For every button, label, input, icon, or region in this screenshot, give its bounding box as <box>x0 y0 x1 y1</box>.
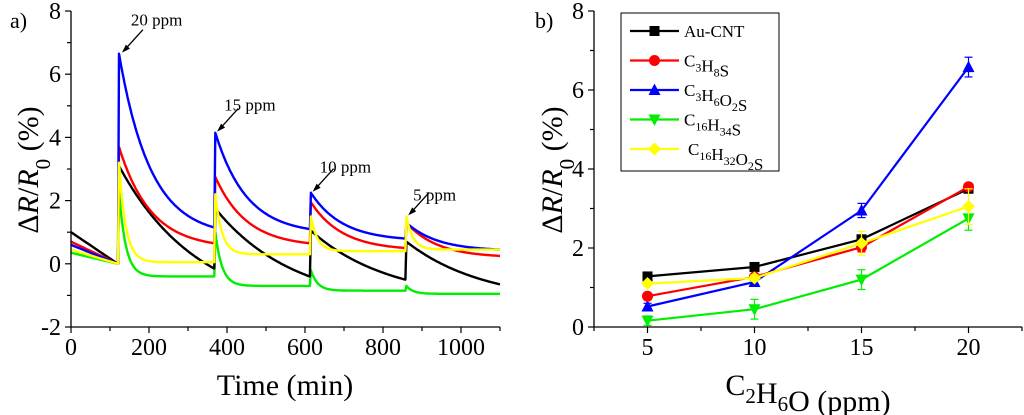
panel-b-x-tick-label: 20 <box>957 335 981 361</box>
panel-a-series-c16h32o2s <box>70 161 501 265</box>
data-point-marker <box>642 290 653 302</box>
panel-a-x-axis-title: Time (min) <box>217 369 353 402</box>
panel-a-x-tick-label: 600 <box>287 335 323 361</box>
legend-label: Au-CNT <box>684 22 745 41</box>
data-point-marker <box>748 271 761 285</box>
panel-a-series-c16h34s <box>70 189 501 295</box>
annotation-label: 20 ppm <box>131 11 182 30</box>
data-point-marker <box>963 181 974 193</box>
data-point-marker <box>855 236 868 250</box>
panel-b-y-tick-label: 8 <box>572 0 584 25</box>
legend-label: C16H34S <box>684 111 741 140</box>
arrow-head-icon <box>312 183 321 192</box>
series-line <box>647 66 970 308</box>
legend-label: C3H8S <box>684 52 729 81</box>
panel-b-x-tick-label: 10 <box>743 335 767 361</box>
data-point-marker <box>855 274 868 287</box>
panel-b-series <box>641 56 975 328</box>
annotation-label: 5 ppm <box>413 185 456 204</box>
panel-a-annotations: 20 ppm 15 ppm 10 ppm 5 ppm <box>121 11 456 216</box>
series-line <box>647 185 970 298</box>
panel-a-series-au-cnt <box>70 164 501 286</box>
legend-item: C16H34S <box>630 111 741 140</box>
panel-b-series-c3h6o2s <box>641 56 975 312</box>
legend-marker-icon <box>649 26 660 36</box>
panel-b-x-tick-label: 5 <box>642 335 654 361</box>
panel-a-curves <box>70 52 501 295</box>
panel-a-x-tick-label: 800 <box>365 335 401 361</box>
arrow-head-icon <box>408 207 417 216</box>
panel-a-x-tick-label: 1000 <box>437 335 485 361</box>
panel-a-label: a) <box>10 8 27 33</box>
panel-a-x-tick-label: 200 <box>131 335 167 361</box>
data-point-marker <box>641 277 654 291</box>
data-point-marker <box>641 315 654 328</box>
panel-b-y-tick-label: 6 <box>572 78 584 104</box>
annotation-label: 15 ppm <box>224 96 275 115</box>
legend-marker-icon <box>649 55 660 66</box>
panel-b-series-c16h34s <box>641 205 975 328</box>
data-point-marker <box>642 271 653 282</box>
panel-b-concentration-response: b) 5 10 15 20 0 2 4 6 8 Au-CNT C3H8SC3H6O2SC16H34… <box>535 0 1023 415</box>
panel-b-y-tick-label: 2 <box>572 236 584 262</box>
arrow-head-icon <box>121 44 130 53</box>
data-point-marker <box>748 304 761 316</box>
series-line <box>647 205 969 285</box>
panel-a-y-tick-label: -2 <box>41 315 61 341</box>
legend-item: Au-CNT <box>630 22 745 41</box>
panel-b-series-c3h8s <box>642 181 974 302</box>
data-point-marker <box>962 60 975 73</box>
panel-b-series-c16h32o2s <box>641 188 975 291</box>
legend-item: C3H8S <box>630 52 729 81</box>
legend-box <box>620 12 780 172</box>
panel-a-y-tick-label: 4 <box>49 125 61 151</box>
panel-b-y-axis-title: ΔR/R0 (%) <box>536 106 579 233</box>
panel-a-y-tick-label: 6 <box>49 62 61 88</box>
panel-a-y-axis-title: ΔR/R0 (%) <box>12 106 55 233</box>
data-point-marker <box>749 261 760 272</box>
panel-a-y-tick-label: 2 <box>49 189 61 215</box>
panel-b-y-tick-label: 0 <box>572 315 584 341</box>
data-point-marker <box>962 200 975 214</box>
panel-a-y-tick-label: 8 <box>49 0 61 25</box>
annotation-label: 10 ppm <box>320 158 371 177</box>
legend-marker-icon <box>648 83 661 95</box>
panel-a-series-c3h8s <box>70 145 501 265</box>
panel-a-y-tick-label: 0 <box>49 252 61 278</box>
panel-b-x-axis-title: C2H6O (ppm) <box>725 369 890 415</box>
panel-b-series-au-cnt <box>642 183 974 282</box>
legend-marker-icon <box>648 114 661 126</box>
panel-b-axes: 5 10 15 20 0 2 4 6 8 <box>572 0 1023 361</box>
panel-a-x-tick-label: 0 <box>65 335 77 361</box>
series-line <box>647 217 970 322</box>
panel-b-y-tick-label: 4 <box>572 157 584 183</box>
series-line <box>647 187 969 278</box>
legend-label: C16H32O2S <box>688 140 763 174</box>
panel-b-label: b) <box>535 8 553 33</box>
legend-item: C3H6O2S <box>630 81 747 115</box>
data-point-marker <box>641 299 654 312</box>
legend-label: C3H6O2S <box>684 81 747 115</box>
legend-marker-icon <box>648 142 661 156</box>
panel-b-x-tick-label: 15 <box>850 335 874 361</box>
legend-item: C16H32O2S <box>630 140 763 174</box>
arrow-head-icon <box>217 123 226 132</box>
panel-a-x-tick-label: 400 <box>209 335 245 361</box>
data-point-marker <box>855 203 868 216</box>
panel-a-series-c3h6o2s <box>70 52 501 265</box>
